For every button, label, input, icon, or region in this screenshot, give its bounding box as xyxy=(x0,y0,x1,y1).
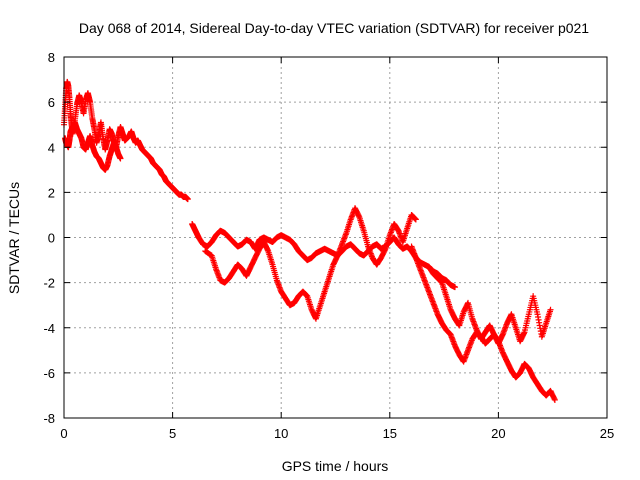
chart-title: Day 068 of 2014, Sidereal Day-to-day VTE… xyxy=(79,20,589,36)
data-point xyxy=(117,155,124,162)
x-tick-label: 20 xyxy=(491,426,505,441)
y-tick-label: -6 xyxy=(43,366,55,381)
data-point xyxy=(412,216,419,223)
y-tick-label: 8 xyxy=(48,50,55,65)
y-axis-label: SDTVAR / TECUs xyxy=(6,182,22,294)
data-point xyxy=(184,196,191,203)
data-point xyxy=(547,306,554,313)
y-tick-label: 6 xyxy=(48,95,55,110)
data-point xyxy=(551,396,558,403)
axis-ticks: 0 5 10 15 20 25 -8 -6 -4 -2 0 2 4 6 8 xyxy=(43,50,614,441)
data-markers xyxy=(61,78,558,403)
grid-lines xyxy=(64,57,607,418)
x-tick-label: 5 xyxy=(169,426,176,441)
x-tick-label: 10 xyxy=(274,426,288,441)
y-tick-label: -4 xyxy=(43,321,55,336)
data-point xyxy=(451,284,458,291)
x-axis-label: GPS time / hours xyxy=(282,458,389,474)
y-tick-label: -8 xyxy=(43,411,55,426)
x-tick-label: 15 xyxy=(383,426,397,441)
y-tick-label: 4 xyxy=(48,140,55,155)
y-tick-label: -2 xyxy=(43,276,55,291)
x-tick-label: 25 xyxy=(600,426,614,441)
x-tick-label: 0 xyxy=(60,426,67,441)
y-tick-label: 0 xyxy=(48,231,55,246)
y-tick-label: 2 xyxy=(48,185,55,200)
